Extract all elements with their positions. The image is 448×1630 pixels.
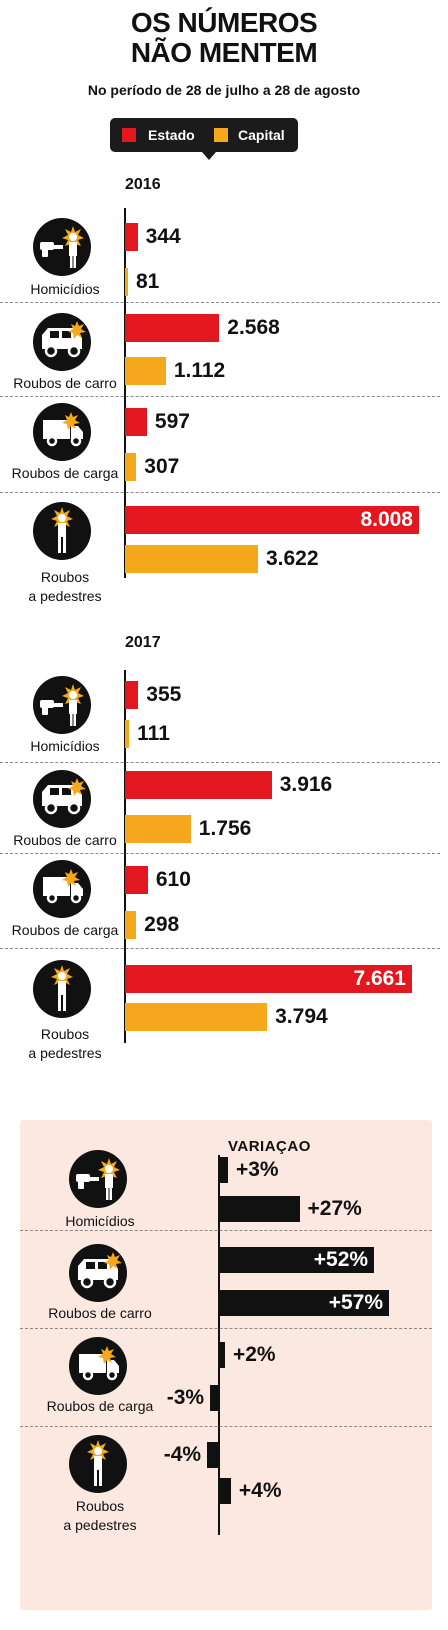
legend-capital-swatch	[214, 128, 228, 142]
chart-2017-capital-bar	[125, 911, 137, 939]
chart-2016-capital-bar	[125, 545, 258, 573]
category-label: Roubos	[40, 569, 90, 585]
data-label: 3.916	[279, 773, 333, 796]
chart-2016-estado-bar	[125, 223, 138, 251]
chart-2016-capital-bar	[125, 268, 128, 296]
legend-estado-swatch	[122, 128, 136, 142]
category-label: a pedestres	[28, 588, 102, 604]
truck-icon	[69, 1337, 127, 1395]
car-icon	[69, 1244, 127, 1302]
data-label: +57%	[328, 1291, 383, 1314]
pedestrian-icon	[33, 960, 91, 1018]
category-separator	[0, 762, 440, 763]
category-label: Homicídios	[30, 738, 100, 754]
data-label: -4%	[163, 1443, 202, 1466]
legend-capital-label: Capital	[238, 127, 285, 143]
chart-0-axis	[124, 208, 126, 578]
chart-2017-estado-bar	[125, 681, 139, 709]
category-separator	[20, 1230, 432, 1231]
year-2016-title: 2016	[125, 176, 161, 193]
data-label: +27%	[307, 1197, 362, 1220]
homicide-icon	[33, 218, 91, 276]
data-label: 344	[145, 225, 181, 248]
category-label: Roubos de carro	[13, 832, 117, 848]
truck-icon	[33, 403, 91, 461]
data-label: 111	[137, 722, 170, 745]
data-label: 610	[155, 868, 191, 891]
chart-1-axis	[124, 670, 126, 1043]
chart-2017-estado-bar	[125, 771, 272, 799]
data-label: 355	[146, 683, 182, 706]
chart-2016-capital-bar	[125, 357, 166, 385]
category-label: Roubos de carga	[46, 1398, 154, 1414]
data-label: 298	[144, 913, 180, 936]
category-label: Homicídios	[65, 1213, 135, 1229]
variation-capital-bar	[210, 1385, 219, 1411]
data-label: 8.008	[360, 508, 413, 531]
data-label: +2%	[232, 1343, 276, 1366]
data-label: +4%	[238, 1479, 282, 1502]
page-title: OS NÚMEROS	[130, 7, 318, 38]
category-label: Roubos	[40, 1026, 90, 1042]
data-label: 7.661	[353, 967, 406, 990]
category-label: a pedestres	[28, 1045, 102, 1061]
chart-2017-estado-bar	[125, 965, 412, 993]
homicide-icon	[69, 1150, 127, 1208]
variation-capital-bar	[219, 1196, 300, 1222]
variation-estado-bar	[219, 1247, 375, 1273]
chart-2017-capital-bar	[125, 720, 130, 748]
category-separator	[0, 492, 440, 493]
data-label: -3%	[166, 1386, 205, 1409]
category-separator	[0, 302, 440, 303]
chart-2016-estado-bar	[125, 314, 220, 342]
legend-estado-label: Estado	[148, 127, 195, 143]
category-label: Homicídios	[30, 281, 100, 297]
year-2017-title: 2017	[125, 634, 161, 651]
category-label: Roubos de carga	[11, 922, 119, 938]
car-icon	[33, 313, 91, 371]
category-label: Roubos de carro	[13, 375, 117, 391]
category-label: Roubos de carro	[48, 1305, 152, 1321]
page-title-line2: NÃO MENTEM	[130, 37, 318, 68]
chart-2017-estado-bar	[125, 866, 148, 894]
category-separator	[20, 1426, 432, 1427]
variation-estado-bar	[219, 1342, 225, 1368]
pedestrian-icon	[69, 1435, 127, 1493]
data-label: 1.112	[173, 359, 226, 382]
legend: Estado Capital	[110, 118, 298, 160]
data-label: 1.756	[198, 817, 252, 840]
category-label: Roubos	[75, 1498, 125, 1514]
data-label: 81	[136, 270, 160, 293]
variation-estado-bar	[219, 1157, 228, 1183]
category-label: Roubos de carga	[11, 465, 119, 481]
chart-2017-capital-bar	[125, 815, 191, 843]
homicide-icon	[33, 676, 91, 734]
variation-capital-bar	[219, 1290, 389, 1316]
category-separator	[0, 853, 440, 854]
chart-2016-estado-bar	[125, 506, 419, 534]
data-label: 2.568	[227, 316, 280, 339]
pedestrian-icon	[33, 502, 91, 560]
data-label: +3%	[235, 1158, 279, 1181]
chart-2016-capital-bar	[125, 453, 137, 481]
category-separator	[20, 1328, 432, 1329]
car-icon	[33, 770, 91, 828]
data-label: +52%	[313, 1248, 369, 1271]
truck-icon	[33, 860, 91, 918]
category-separator	[0, 396, 440, 397]
variation-title: VARIAÇAO	[228, 1138, 311, 1155]
variation-capital-bar	[219, 1478, 231, 1504]
data-label: 307	[144, 455, 180, 478]
data-label: 597	[154, 410, 190, 433]
data-label: 3.794	[275, 1005, 328, 1028]
category-label: a pedestres	[63, 1517, 137, 1533]
category-separator	[0, 948, 440, 949]
variation-estado-bar	[207, 1442, 219, 1468]
page-subtitle: No período de 28 de julho a 28 de agosto	[87, 82, 361, 98]
chart-2017-capital-bar	[125, 1003, 268, 1031]
chart-2016-estado-bar	[125, 408, 147, 436]
data-label: 3.622	[265, 547, 319, 570]
